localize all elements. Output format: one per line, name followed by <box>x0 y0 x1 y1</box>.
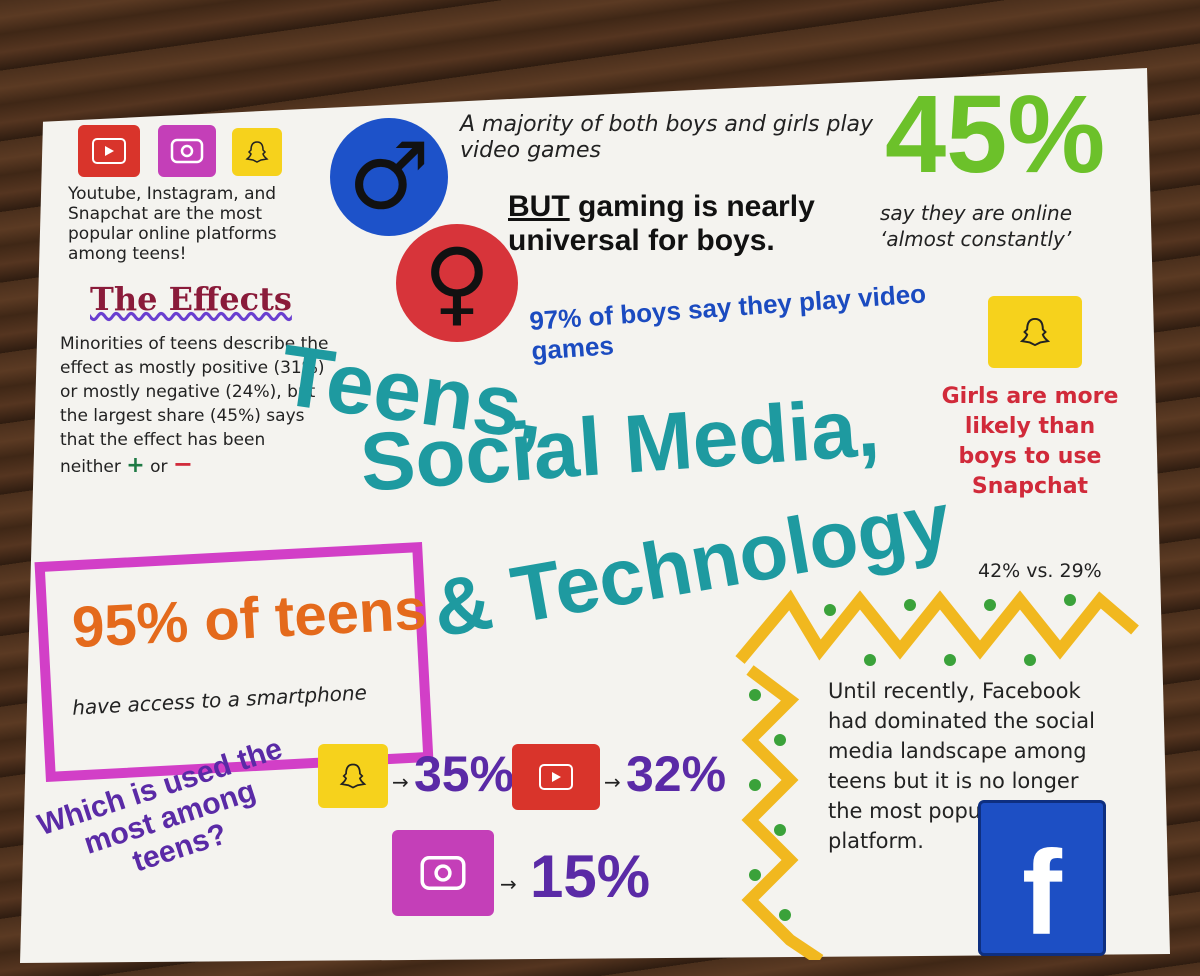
effects-heading: The Effects <box>90 280 292 318</box>
zigzag-decoration <box>735 589 1139 960</box>
facebook-icon: f <box>978 800 1106 956</box>
youtube-icon <box>78 125 140 177</box>
online-text: say they are online ‘almost constantly’ <box>880 201 1073 251</box>
but-word: BUT <box>508 190 570 223</box>
youtube-arrow: → <box>604 770 621 794</box>
snapchat-arrow: → <box>392 770 409 794</box>
snapchat-usage-icon <box>318 744 388 808</box>
platforms-text: Youtube, Instagram, and Snapchat are the… <box>68 184 277 264</box>
female-symbol-circle: ♀ <box>396 224 518 342</box>
effects-body-text: Minorities of teens describe the effect … <box>60 334 329 477</box>
instagram-icon <box>158 125 216 177</box>
plus-icon: + <box>126 453 145 478</box>
youtube-usage-value: 32% <box>626 746 727 802</box>
gaming-line2: BUT gaming is nearly universal for boys. <box>508 190 828 258</box>
instagram-usage-icon <box>392 830 494 916</box>
female-icon: ♀ <box>423 229 491 336</box>
gaming-line1: A majority of both boys and girls play v… <box>460 112 874 163</box>
girls-snapchat-text: Girls are more likely than boys to use S… <box>941 384 1119 499</box>
minus-icon: − <box>172 450 194 478</box>
gaming-universal-text: gaming is nearly universal for boys. <box>508 190 815 257</box>
online-percent: 45% <box>885 73 1106 196</box>
youtube-usage-icon <box>512 744 600 810</box>
male-icon: ♂ <box>347 123 431 230</box>
instagram-usage-value: 15% <box>530 843 651 910</box>
girls-snapchat-stat: 42% vs. 29% <box>978 560 1102 582</box>
snapchat-usage-value: 35% <box>414 746 515 802</box>
snapchat-icon-large <box>988 296 1082 368</box>
effects-body: Minorities of teens describe the effect … <box>60 332 330 479</box>
snapchat-icon <box>232 128 282 176</box>
or-text: or <box>150 457 168 477</box>
male-symbol-circle: ♂ <box>330 118 448 236</box>
facebook-logo-letter: f <box>1022 826 1062 960</box>
instagram-arrow: → <box>500 872 517 896</box>
